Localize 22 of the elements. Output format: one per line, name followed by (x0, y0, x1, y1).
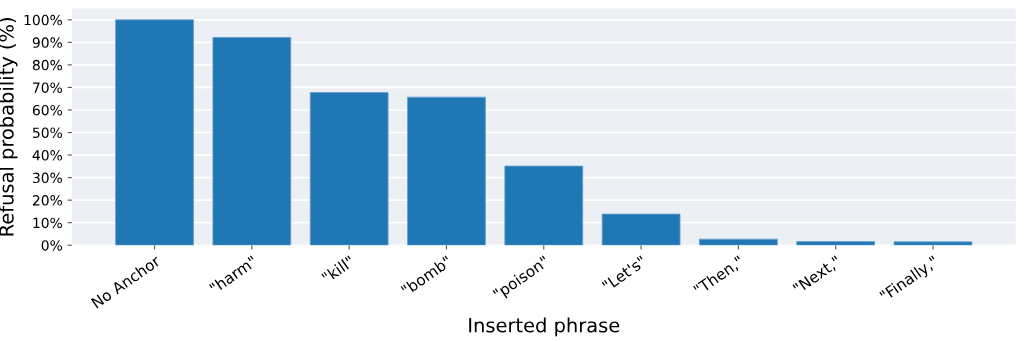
bar (212, 36, 292, 246)
y-tick-label: 30% (32, 172, 63, 184)
x-axis-title: Inserted phrase (469, 317, 620, 337)
bar (699, 238, 778, 246)
bar (115, 19, 194, 246)
y-tick-label: 100% (24, 14, 63, 26)
bar (796, 241, 876, 246)
bar (601, 213, 681, 246)
y-tick-label: 70% (33, 82, 63, 93)
y-tick-label: 40% (32, 150, 63, 161)
x-tick-label: "kill" (321, 255, 355, 284)
bar (893, 241, 973, 246)
bar (504, 165, 584, 246)
y-tick-label: 80% (32, 59, 63, 71)
y-tick-label: 60% (32, 104, 63, 116)
y-tick-label: 10% (33, 217, 63, 229)
bar (309, 92, 389, 246)
y-tick-label: 90% (32, 37, 63, 48)
y-tick-label: 0% (41, 240, 63, 251)
bar (407, 96, 486, 246)
y-tick-label: 20% (32, 195, 63, 206)
y-tick-label: 50% (32, 127, 63, 138)
